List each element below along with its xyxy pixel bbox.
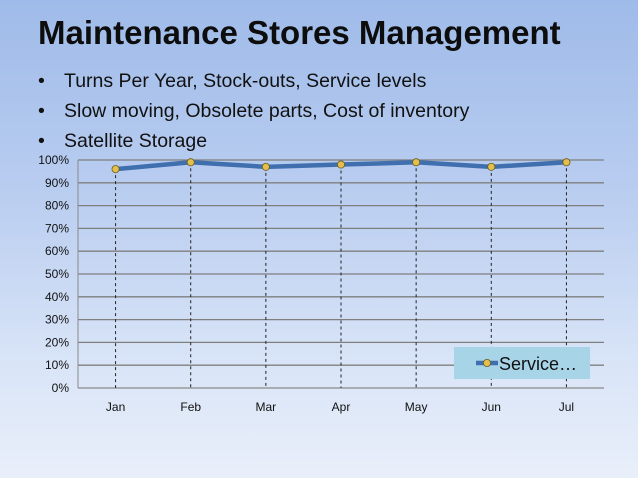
bullet-glyph: • [38, 70, 45, 92]
y-tick-label: 70% [45, 221, 69, 235]
legend-swatch-marker [482, 358, 491, 367]
y-tick-label: 60% [45, 244, 69, 258]
data-point [186, 158, 195, 167]
y-tick-label: 50% [45, 267, 69, 281]
data-point [111, 165, 120, 174]
data-point [487, 162, 496, 171]
data-point [261, 162, 270, 171]
bullet-text: Slow moving, Obsolete parts, Cost of inv… [64, 100, 470, 122]
bullet-item: • Satellite Storage [38, 126, 469, 156]
x-tick-label: Jul [559, 400, 574, 414]
bullet-text: Satellite Storage [64, 130, 208, 152]
x-tick-label: Mar [256, 400, 277, 414]
data-point [412, 158, 421, 167]
bullet-item: • Turns Per Year, Stock-outs, Service lev… [38, 66, 469, 96]
x-tick-label: Jan [106, 400, 125, 414]
x-tick-label: Jun [482, 400, 501, 414]
x-tick-label: Feb [180, 400, 201, 414]
y-tick-label: 40% [45, 290, 69, 304]
y-tick-label: 0% [52, 381, 70, 395]
x-tick-label: May [405, 400, 428, 414]
y-tick-label: 80% [45, 199, 69, 213]
slide-title: Maintenance Stores Management [38, 14, 561, 51]
bullet-list: • Turns Per Year, Stock-outs, Service lev… [38, 66, 469, 156]
y-tick-label: 100% [38, 153, 69, 167]
y-tick-label: 10% [45, 358, 69, 372]
data-point [336, 160, 345, 169]
y-tick-label: 20% [45, 335, 69, 349]
data-point [562, 158, 571, 167]
x-tick-label: Apr [332, 400, 351, 414]
y-tick-label: 90% [45, 176, 69, 190]
y-tick-label: 30% [45, 313, 69, 327]
bullet-glyph: • [38, 130, 45, 152]
legend-label: Service… [499, 354, 577, 374]
bullet-item: • Slow moving, Obsolete parts, Cost of in… [38, 96, 469, 126]
bullet-text: Turns Per Year, Stock-outs, Service leve… [64, 70, 427, 92]
bullet-glyph: • [38, 100, 45, 122]
